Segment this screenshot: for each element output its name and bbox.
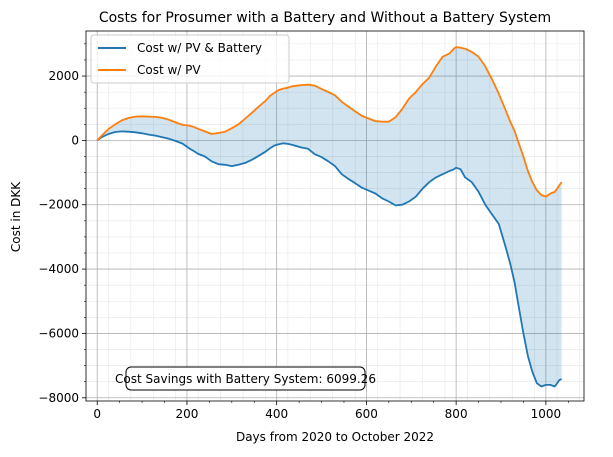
series-line-pv	[96, 46, 563, 198]
y-axis-label: Cost in DKK	[9, 181, 23, 252]
minor-grid	[85, 31, 584, 401]
series-lines	[96, 46, 563, 388]
x-tick-label: 400	[265, 407, 288, 421]
x-axis-label: Days from 2020 to October 2022	[236, 430, 434, 444]
x-tick-label: 600	[355, 407, 378, 421]
legend-label-pv: Cost w/ PV	[137, 63, 201, 77]
axes-frame	[85, 30, 585, 402]
legend-box	[90, 34, 290, 84]
y-tick-label: −2000	[38, 198, 79, 212]
y-tick-label: −8000	[38, 391, 79, 405]
x-tick-label: 0	[93, 407, 101, 421]
x-tick-label: 800	[445, 407, 468, 421]
y-tick-label: 0	[71, 133, 79, 147]
savings-fill-area	[97, 47, 562, 387]
y-tick-label: −6000	[38, 326, 79, 340]
x-tick-label: 200	[175, 407, 198, 421]
legend-label-battery: Cost w/ PV & Battery	[137, 41, 262, 55]
legend: Cost w/ PV & Battery Cost w/ PV	[90, 34, 290, 84]
chart-title: Costs for Prosumer with a Battery and Wi…	[99, 10, 551, 26]
y-tick-label: 2000	[48, 69, 79, 83]
axis-ticks	[82, 43, 569, 405]
series-line-pv-battery	[96, 130, 562, 388]
tick-labels: 0 200 400 600 800 1000 −8000 −6000 −4000 −2000 0 20…	[38, 69, 561, 421]
y-tick-label: −4000	[38, 262, 79, 276]
annotation-text: Cost Savings with Battery System: 6099.2…	[115, 372, 376, 386]
major-grid	[86, 31, 584, 401]
x-tick-label: 1000	[531, 407, 562, 421]
savings-annotation: Cost Savings with Battery System: 6099.2…	[115, 366, 376, 391]
annotation-box	[125, 366, 366, 391]
